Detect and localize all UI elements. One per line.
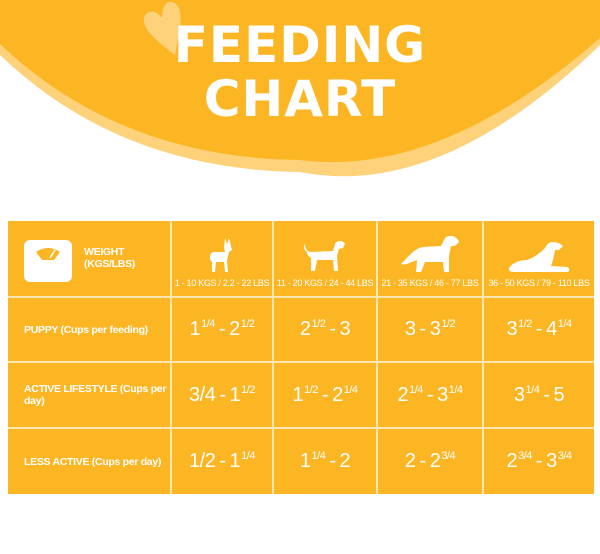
column-header: 36 - 50 KGS / 79 - 110 LBS bbox=[484, 221, 594, 296]
grid-line bbox=[8, 296, 594, 298]
table-cell: 31/4-5 bbox=[484, 363, 594, 427]
lying-dog-icon bbox=[508, 242, 570, 272]
banner-shape bbox=[0, 0, 600, 177]
row-label-less-active: LESS ACTIVE (Cups per day) bbox=[24, 455, 162, 468]
table-cell: 31/2-41/4 bbox=[484, 298, 594, 361]
scale-icon bbox=[24, 240, 72, 282]
corner-header: WEIGHT (KGS/LBS) bbox=[8, 221, 170, 296]
cups-range: 11/2-21/4 bbox=[292, 383, 358, 406]
large-dog-icon bbox=[401, 235, 459, 272]
feeding-table: WEIGHT (KGS/LBS) 1 - 10 KGS / 2.2 - 22 L… bbox=[8, 221, 594, 494]
cups-range: 3-31/2 bbox=[404, 318, 456, 340]
title-line-2: CHART bbox=[203, 70, 397, 128]
weight-range: 1 - 10 KGS / 2.2 - 22 LBS bbox=[174, 278, 270, 288]
column-header: 11 - 20 KGS / 24 - 44 LBS bbox=[274, 221, 376, 296]
cups-range: 1/2-11/4 bbox=[189, 450, 255, 472]
weight-range: 36 - 50 KGS / 79 - 110 LBS bbox=[488, 278, 590, 288]
grid-line bbox=[272, 221, 274, 494]
table-cell: 2-23/4 bbox=[378, 429, 482, 494]
page-title: FEEDING CHART bbox=[0, 18, 600, 126]
row-label-puppy: PUPPY (Cups per feeding) bbox=[24, 323, 148, 336]
column-header: 21 - 35 KGS / 46 - 77 LBS bbox=[378, 221, 482, 296]
table-cell: 21/2-3 bbox=[274, 298, 376, 361]
cups-range: 31/2-41/4 bbox=[506, 318, 572, 340]
table-cell: 11/4-2 bbox=[274, 429, 376, 494]
weight-label: WEIGHT (KGS/LBS) bbox=[84, 246, 135, 270]
title-line-1: FEEDING bbox=[173, 16, 427, 74]
grid-line bbox=[8, 427, 594, 429]
cups-range: 3/4-11/2 bbox=[189, 383, 255, 406]
table-cell: 23/4-33/4 bbox=[484, 429, 594, 494]
cups-range: 2-23/4 bbox=[404, 450, 456, 472]
table-cell: 3/4-11/2 bbox=[172, 363, 272, 427]
row-label-active: ACTIVE LIFESTYLE (Cups per day) bbox=[24, 383, 167, 407]
weight-range: 21 - 35 KGS / 46 - 77 LBS bbox=[381, 278, 479, 288]
cups-range: 11/4-21/2 bbox=[189, 318, 255, 340]
grid-line bbox=[170, 221, 172, 494]
cups-range: 31/4-5 bbox=[513, 383, 565, 406]
small-dog-icon bbox=[209, 238, 232, 272]
cups-range: 23/4-33/4 bbox=[506, 450, 572, 472]
header-banner: FEEDING CHART bbox=[0, 0, 600, 200]
table-cell: 11/4-21/2 bbox=[172, 298, 272, 361]
table-cell: 11/2-21/4 bbox=[274, 363, 376, 427]
medium-dog-icon bbox=[303, 241, 345, 271]
grid-line bbox=[376, 221, 378, 494]
cups-range: 21/2-3 bbox=[299, 318, 351, 340]
table-cell: 21/4-31/4 bbox=[378, 363, 482, 427]
weight-range: 11 - 20 KGS / 24 - 44 LBS bbox=[276, 278, 374, 288]
table-cell: 3-31/2 bbox=[378, 298, 482, 361]
column-header: 1 - 10 KGS / 2.2 - 22 LBS bbox=[172, 221, 272, 296]
table-cell: 1/2-11/4 bbox=[172, 429, 272, 494]
cups-range: 11/4-2 bbox=[299, 450, 351, 472]
grid-line bbox=[8, 361, 594, 363]
grid-line bbox=[482, 221, 484, 494]
cups-range: 21/4-31/4 bbox=[397, 383, 463, 406]
heart-icon bbox=[143, 1, 181, 56]
